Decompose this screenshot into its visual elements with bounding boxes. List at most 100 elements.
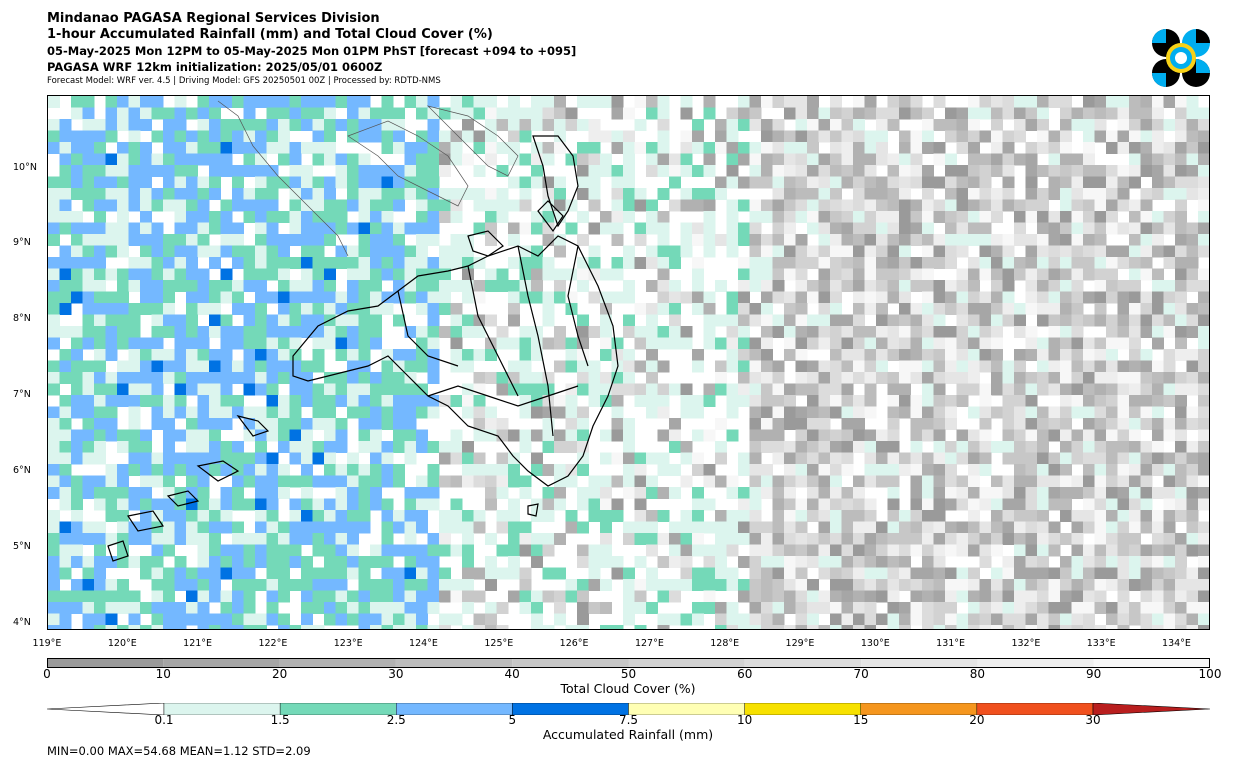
grid-cell xyxy=(94,188,106,200)
grid-cell xyxy=(94,153,106,166)
grid-cell xyxy=(588,257,601,269)
grid-cell xyxy=(71,441,83,453)
grid-cell xyxy=(830,452,842,465)
grid-cell xyxy=(1060,314,1072,327)
grid-cell xyxy=(669,176,681,189)
grid-cell xyxy=(772,372,785,384)
grid-cell xyxy=(910,418,923,430)
grid-cell xyxy=(105,487,118,499)
grid-cell xyxy=(358,349,371,361)
grid-cell xyxy=(1198,142,1209,154)
grid-cell xyxy=(542,337,555,350)
grid-cell xyxy=(370,625,382,629)
grid-cell xyxy=(841,119,854,131)
grid-cell xyxy=(462,326,474,338)
grid-cell xyxy=(186,383,198,396)
grid-cell xyxy=(1002,372,1015,384)
grid-cell xyxy=(1060,96,1072,108)
grid-cell xyxy=(841,567,854,580)
grid-cell xyxy=(151,96,164,108)
grid-cell xyxy=(416,441,428,453)
grid-cell xyxy=(347,590,359,603)
grid-cell xyxy=(1094,130,1107,143)
grid-cell xyxy=(1014,498,1026,511)
grid-cell xyxy=(255,625,267,629)
grid-cell xyxy=(324,222,336,235)
grid-cell xyxy=(899,544,911,557)
grid-cell xyxy=(163,165,175,177)
grid-cell xyxy=(726,222,739,235)
grid-cell xyxy=(1117,119,1130,131)
grid-cell xyxy=(554,119,566,131)
grid-cell xyxy=(784,96,796,108)
grid-cell xyxy=(220,602,233,614)
grid-cell xyxy=(1048,153,1061,166)
grid-cell xyxy=(611,130,624,143)
grid-cell xyxy=(151,349,164,361)
grid-cell xyxy=(289,452,302,465)
grid-cell xyxy=(450,234,463,246)
grid-cell xyxy=(255,510,267,522)
grid-cell xyxy=(853,337,865,350)
grid-cell xyxy=(1198,521,1209,534)
grid-cell xyxy=(1129,498,1141,511)
grid-cell xyxy=(473,314,486,327)
grid-cell xyxy=(128,337,141,350)
grid-cell xyxy=(324,418,336,430)
grid-cell xyxy=(243,567,256,580)
grid-cell xyxy=(335,119,348,131)
grid-cell xyxy=(899,360,911,373)
grid-cell xyxy=(830,234,842,246)
grid-cell xyxy=(991,521,1003,534)
grid-cell xyxy=(1106,441,1118,453)
grid-cell xyxy=(784,521,796,534)
grid-cell xyxy=(174,498,187,511)
grid-cell xyxy=(795,360,808,373)
grid-cell xyxy=(174,199,187,212)
grid-cell xyxy=(519,372,532,384)
grid-cell xyxy=(657,291,670,304)
grid-cell xyxy=(853,625,865,629)
grid-cell xyxy=(94,257,106,269)
grid-cell xyxy=(1175,326,1187,338)
grid-cell xyxy=(1002,245,1015,258)
grid-cell xyxy=(818,602,831,614)
grid-cell xyxy=(71,257,83,269)
grid-cell xyxy=(634,452,647,465)
grid-cell xyxy=(738,326,750,338)
grid-cell xyxy=(289,222,302,235)
grid-cell xyxy=(278,487,290,499)
grid-cell xyxy=(1152,291,1164,304)
grid-cell xyxy=(910,176,923,189)
grid-cell xyxy=(1071,245,1084,258)
grid-cell xyxy=(496,487,509,499)
grid-cell xyxy=(795,153,808,166)
grid-cell xyxy=(163,349,175,361)
grid-cell xyxy=(680,142,693,154)
grid-cell xyxy=(761,176,773,189)
grid-cell xyxy=(577,556,589,568)
grid-cell xyxy=(772,533,785,545)
grid-cell xyxy=(266,556,279,568)
grid-cell xyxy=(1163,314,1176,327)
grid-cell xyxy=(59,165,72,177)
grid-cell xyxy=(381,510,394,522)
grid-cell xyxy=(1140,291,1153,304)
grid-cell xyxy=(542,291,555,304)
grid-cell xyxy=(1186,222,1199,235)
grid-cell xyxy=(968,602,980,614)
grid-cell xyxy=(393,188,405,200)
grid-cell xyxy=(485,280,497,292)
grid-cell xyxy=(255,521,267,534)
grid-cell xyxy=(979,291,992,304)
grid-cell xyxy=(496,602,509,614)
grid-cell xyxy=(623,567,635,580)
grid-cell xyxy=(347,199,359,212)
grid-cell xyxy=(347,544,359,557)
grid-cell xyxy=(818,280,831,292)
grid-cell xyxy=(807,199,819,212)
grid-cell xyxy=(531,464,543,476)
grid-cell xyxy=(324,406,336,419)
grid-cell xyxy=(1083,544,1095,557)
grid-cell xyxy=(450,510,463,522)
